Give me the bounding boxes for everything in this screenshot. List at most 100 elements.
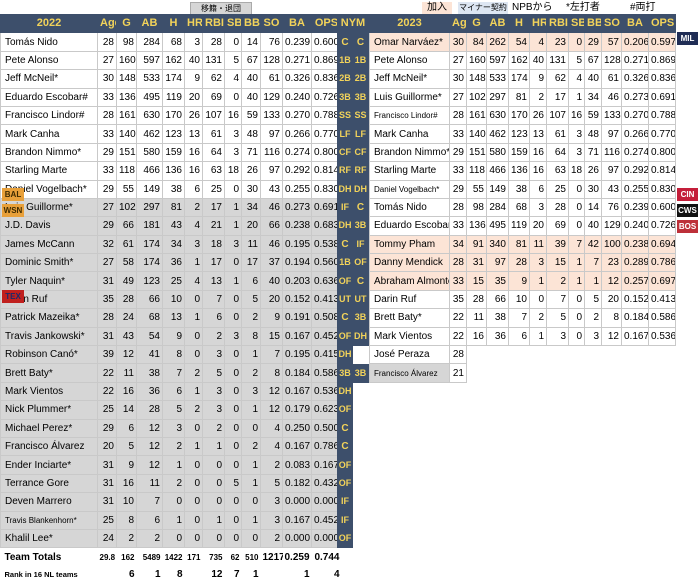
stat-cell: 1	[241, 400, 261, 420]
stat-cell: 0	[162, 492, 185, 512]
stat-cell: 5	[162, 400, 185, 420]
stat-cell: 22	[449, 308, 467, 328]
stat-cell: 3	[529, 253, 547, 273]
stat-cell: 0	[184, 418, 203, 438]
stat-cell: 66	[260, 216, 283, 236]
stat-cell: 38	[486, 308, 509, 328]
position-cell: DH	[337, 179, 353, 199]
col-header: OPS	[648, 13, 676, 34]
stat-cell: 20	[260, 289, 283, 310]
stat-cell: 597	[486, 50, 509, 71]
stat-cell: 0	[568, 216, 585, 236]
stat-cell: 81	[508, 87, 530, 107]
stat-cell: 9	[116, 455, 137, 475]
stat-cell: 28	[449, 345, 467, 365]
table-row: José Peraza 28	[369, 345, 676, 365]
stat-cell: 14	[116, 400, 137, 420]
stat-cell: 170	[508, 105, 530, 126]
position-cell: IF	[337, 197, 353, 218]
stat-cell: 1	[241, 455, 261, 475]
stat-cell: 3	[568, 124, 585, 144]
stat-cell: 0	[568, 308, 585, 328]
stat-cell: 20	[601, 289, 622, 310]
table-row: Francisco Lindor# 28 161 630 170 26 107 16 59 133…	[0, 105, 342, 126]
stat-cell: 1	[568, 253, 585, 273]
stat-cell: 119	[508, 216, 530, 236]
total-cell: 510	[245, 552, 259, 562]
position-row: DH	[337, 345, 370, 365]
total-cell: 5489	[142, 552, 161, 562]
stat-cell: 149	[136, 179, 163, 199]
rank-cell: 4	[333, 568, 340, 580]
stat-cell: 61	[202, 124, 225, 144]
stat-cell: 25	[97, 400, 117, 420]
player-name: Luis Guillorme*	[0, 197, 98, 218]
stat-cell: 3	[546, 326, 569, 347]
position-cell	[351, 510, 370, 530]
stat-cell: 0	[184, 289, 203, 310]
rank-cell	[98, 566, 117, 583]
rank-cell: 12	[211, 568, 223, 580]
stat-cell: 41	[136, 345, 163, 365]
stat-cell: 4	[184, 216, 203, 236]
stat-cell: 97	[260, 124, 283, 144]
stat-cell: 63	[546, 161, 569, 181]
stat-cell: 3	[202, 381, 225, 402]
stat-cell: 0	[224, 436, 242, 457]
tag-cws: CWS	[677, 204, 698, 217]
stat-cell: 8	[116, 510, 137, 530]
stat-cell: 3	[184, 32, 203, 52]
col-header: G	[116, 13, 137, 34]
stat-cell: 23	[601, 253, 622, 273]
stat-cell: 0.770	[648, 124, 676, 144]
stat-cell: 136	[162, 161, 185, 181]
stat-cell: 58	[116, 253, 137, 273]
table-row: Brandon Nimmo* 29 151 580 159 16 64 3 71 116 0.274…	[369, 142, 676, 163]
player-name: Mark Vientos	[369, 326, 450, 347]
stat-cell: 98	[116, 32, 137, 52]
stat-cell: 34	[584, 87, 602, 107]
stat-cell: 284	[136, 32, 163, 52]
position-cell: DH	[337, 345, 353, 365]
position-cell: OF	[337, 455, 353, 475]
stat-cell: 0	[184, 473, 203, 494]
player-name: Francisco Álvarez	[0, 436, 98, 457]
player-name: Brandon Nimmo*	[0, 142, 98, 163]
player-name: Danny Mendick	[369, 253, 450, 273]
player-name: Starling Marte	[0, 161, 98, 181]
player-name: Jeff McNeil*	[369, 69, 450, 89]
stat-cell: 22	[449, 326, 467, 347]
position-cell: 2B	[351, 69, 370, 89]
col-header: RBI	[202, 13, 225, 34]
player-name: Tommy Pham	[369, 234, 450, 255]
position-cell	[351, 400, 370, 420]
stat-cell: 533	[486, 69, 509, 89]
player-name: Dominic Smith*	[0, 253, 98, 273]
total-cell: 29.8	[99, 552, 116, 562]
table-row: Patrick Mazeika* 28 24 68 13 1 6 0 2 9 0.191 0.508	[0, 308, 342, 328]
stat-cell: 33	[97, 87, 117, 107]
stat-cell: 9	[162, 326, 185, 347]
stat-cell: 76	[260, 32, 283, 52]
player-name: Michael Perez*	[0, 418, 98, 438]
stat-cell: 33	[449, 216, 467, 236]
stat-cell: 128	[260, 50, 283, 71]
stat-cell: 28	[97, 308, 117, 328]
player-name: Daniel Vogelbach*	[369, 179, 450, 199]
stat-cell: 9	[508, 271, 530, 291]
player-name: Ender Inciarte*	[0, 455, 98, 475]
table-row: Brett Baty* 22 11 38 7 2 5 0 2 8 0.184 0.586	[0, 363, 342, 383]
player-name: Tomás Nido	[369, 197, 450, 218]
stat-cell: 66	[136, 289, 163, 310]
stat-cell: 2	[241, 363, 261, 383]
player-name: Luis Guillorme*	[369, 87, 450, 107]
stat-cell: 580	[136, 142, 163, 163]
stat-cell: 7	[546, 289, 569, 310]
stat-cell: 1	[241, 473, 261, 494]
stat-cell: 36	[486, 326, 509, 347]
stat-cell: 30	[241, 179, 261, 199]
stat-cell: 3	[241, 381, 261, 402]
stat-cell: 100	[601, 234, 622, 255]
stat-cell: 76	[601, 197, 622, 218]
